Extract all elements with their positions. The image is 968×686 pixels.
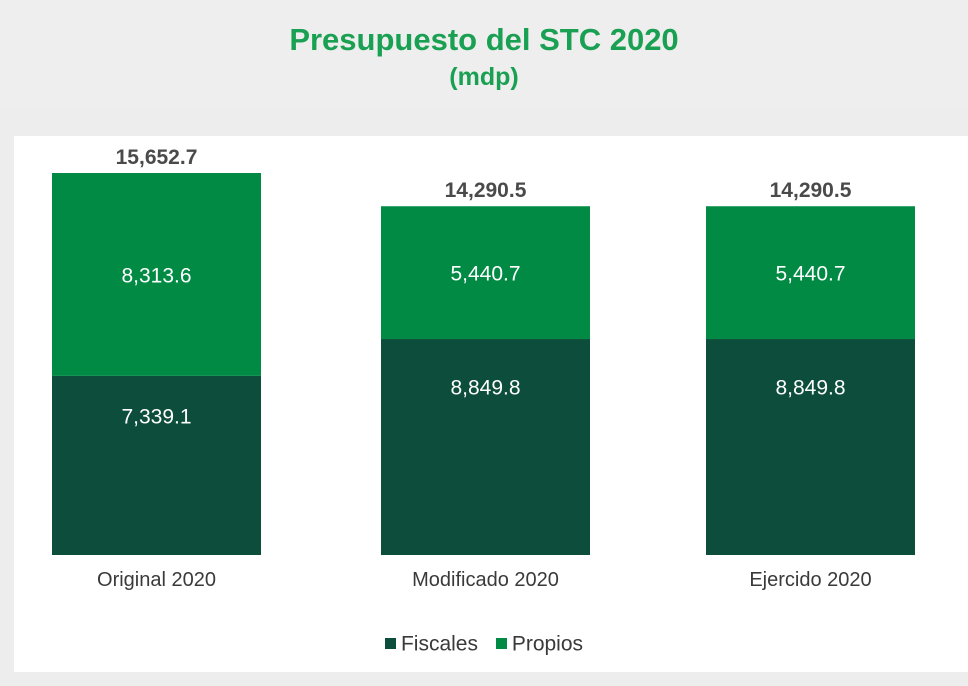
chart-subtitle: (mdp) (449, 63, 519, 91)
category-label-1: Original 2020 (97, 569, 216, 591)
title-band (0, 0, 968, 108)
bar-propios-3 (706, 206, 915, 340)
bar-label-propios-3: 5,440.7 (775, 263, 845, 286)
bar-label-propios-1: 8,313.6 (121, 264, 191, 287)
bar-fiscales-2 (381, 339, 590, 555)
legend-item-fiscales: Fiscales (384, 632, 478, 656)
legend-item-propios: Propios (495, 632, 584, 656)
legend-label-propios: Propios (511, 632, 584, 656)
bar-propios-1 (52, 173, 261, 376)
category-label-3: Ejercido 2020 (749, 569, 871, 591)
category-label-2: Modificado 2020 (412, 569, 559, 591)
bar-label-propios-2: 5,440.7 (450, 263, 520, 286)
bar-label-fiscales-1: 7,339.1 (121, 405, 191, 428)
total-label-3: 14,290.5 (770, 179, 852, 202)
bar-fiscales-1 (52, 375, 261, 555)
legend-label-fiscales: Fiscales (400, 632, 478, 656)
total-label-2: 14,290.5 (445, 179, 527, 202)
legend-swatch-fiscales (384, 638, 396, 650)
legend-swatch-propios (495, 638, 507, 650)
bar-propios-2 (381, 206, 590, 340)
chart-title: Presupuesto del STC 2020 (289, 22, 679, 57)
bar-fiscales-3 (706, 339, 915, 555)
bar-label-fiscales-3: 8,849.8 (775, 377, 845, 400)
legend: Fiscales Propios (0, 632, 968, 657)
total-label-1: 15,652.7 (116, 146, 198, 169)
bar-label-fiscales-2: 8,849.8 (450, 377, 520, 400)
